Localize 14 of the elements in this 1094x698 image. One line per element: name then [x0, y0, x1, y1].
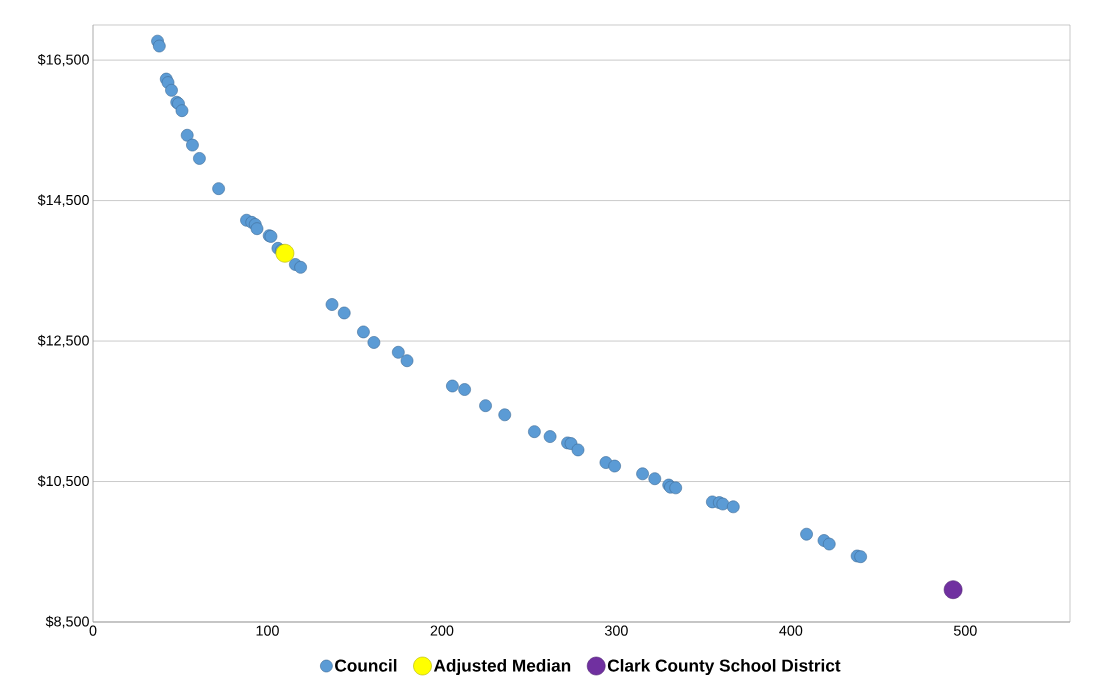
- x-tick-label: 100: [256, 625, 279, 636]
- x-tick-label: 0: [89, 625, 97, 636]
- x-tick-label: 300: [604, 625, 628, 636]
- legend-label: Adjusted Median: [433, 659, 571, 676]
- y-tick-label: $14,500: [37, 194, 89, 207]
- legend-label: Clark County School District: [607, 659, 841, 676]
- y-tick-label: $16,500: [37, 53, 89, 67]
- x-tick-label: 500: [953, 625, 977, 636]
- y-tick-label: $8,500: [45, 615, 89, 629]
- x-tick-label: 200: [430, 625, 454, 636]
- x-tick-label: 400: [779, 625, 803, 636]
- legend-label: Council: [335, 659, 397, 672]
- y-tick-label: $12,500: [37, 334, 89, 348]
- y-tick-label: $10,500: [37, 475, 89, 488]
